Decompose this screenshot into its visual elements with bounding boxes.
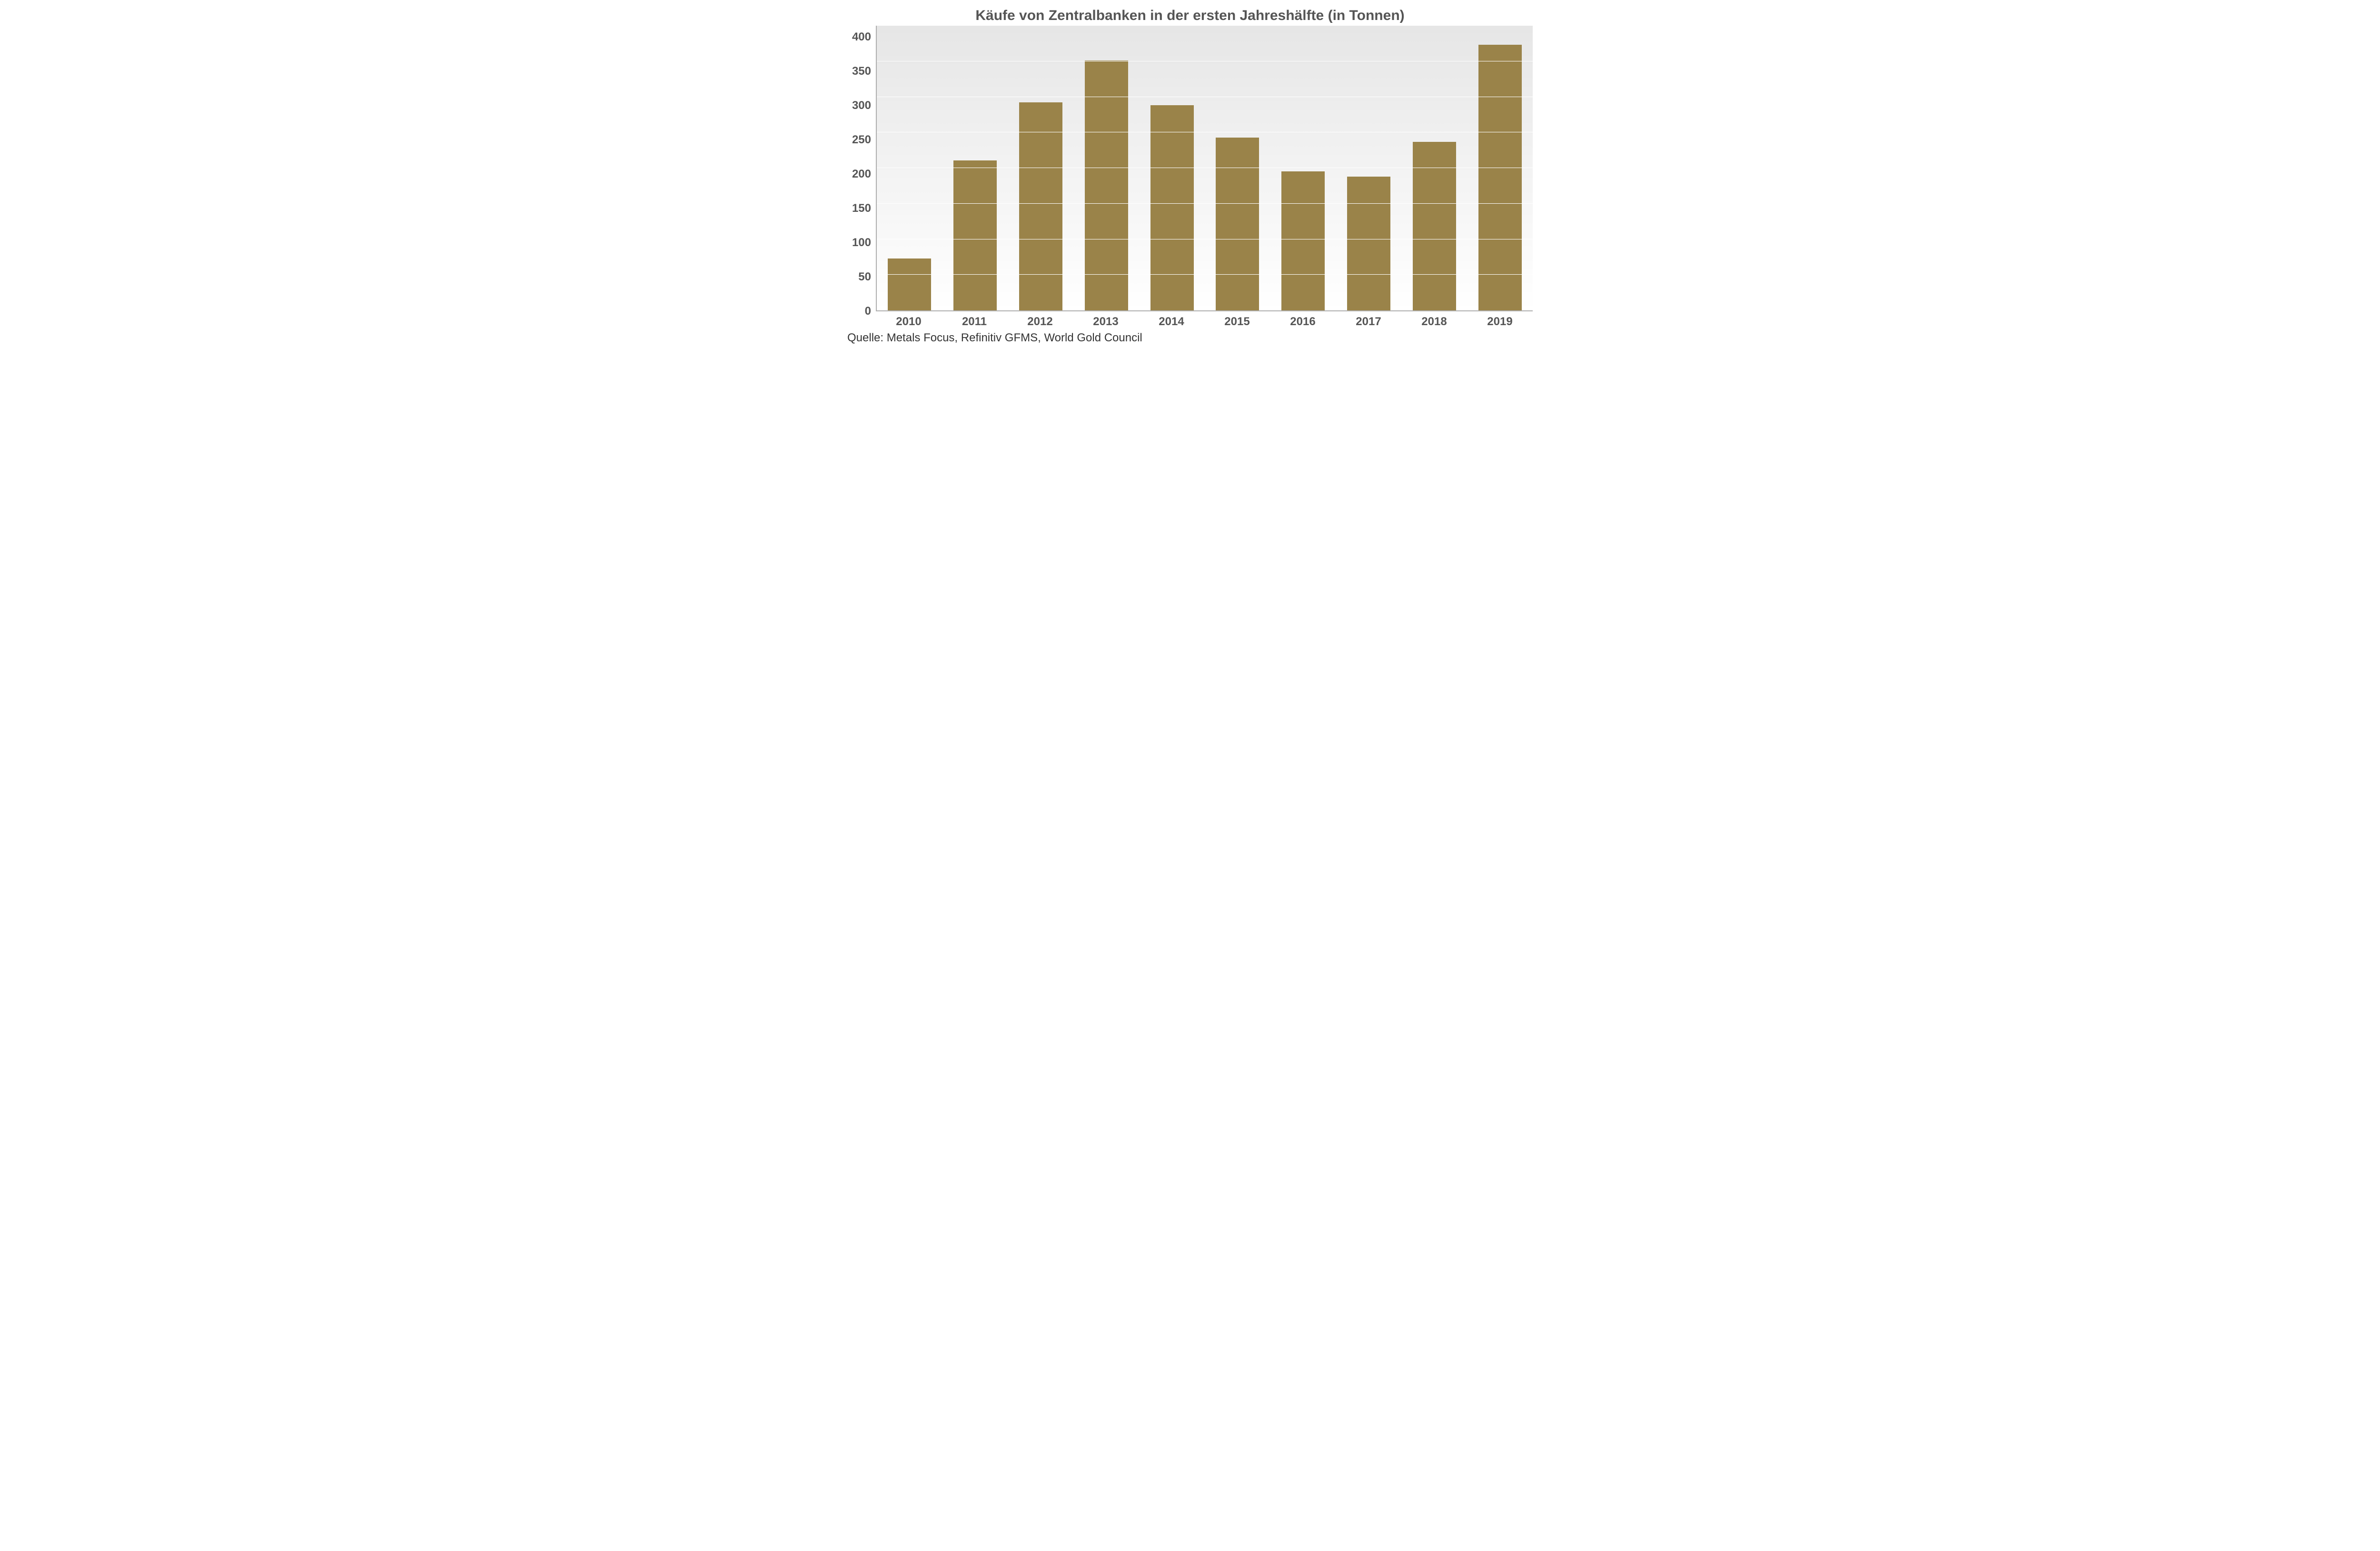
chart-title: Käufe von Zentralbanken in der ersten Ja… xyxy=(847,8,1533,24)
y-tick-label: 300 xyxy=(852,100,871,111)
y-tick-label: 50 xyxy=(858,271,871,283)
bar xyxy=(1478,45,1522,310)
x-tick-label: 2018 xyxy=(1401,311,1467,328)
bar-slot xyxy=(1073,26,1139,310)
bar-slot xyxy=(1467,26,1533,310)
x-tick-label: 2012 xyxy=(1007,311,1073,328)
bar xyxy=(1150,105,1194,310)
source-text: Quelle: Metals Focus, Refinitiv GFMS, Wo… xyxy=(847,331,1533,345)
x-tick-label: 2019 xyxy=(1467,311,1533,328)
y-tick-label: 350 xyxy=(852,66,871,77)
bar-slot xyxy=(1336,26,1402,310)
y-tick-label: 0 xyxy=(865,306,871,317)
bar xyxy=(1216,138,1259,310)
bar-slot xyxy=(1205,26,1270,310)
x-axis-row: 2010201120122013201420152016201720182019 xyxy=(847,311,1533,328)
bar xyxy=(1413,142,1456,310)
bar-slot xyxy=(877,26,942,310)
bar xyxy=(1281,171,1325,310)
bar xyxy=(1019,102,1062,310)
x-tick-label: 2010 xyxy=(876,311,942,328)
bar-slot xyxy=(1139,26,1205,310)
chart-body: 400350300250200150100500 xyxy=(847,26,1533,311)
y-tick-label: 250 xyxy=(852,134,871,146)
bar xyxy=(888,258,931,310)
bar xyxy=(953,160,997,310)
y-axis-spacer xyxy=(847,311,876,328)
chart-container: Käufe von Zentralbanken in der ersten Ja… xyxy=(838,0,1542,349)
x-tick-label: 2015 xyxy=(1204,311,1270,328)
bar xyxy=(1347,177,1390,310)
x-tick-label: 2014 xyxy=(1139,311,1204,328)
plot-area xyxy=(876,26,1533,311)
y-tick-label: 100 xyxy=(852,237,871,249)
y-tick-label: 150 xyxy=(852,203,871,214)
x-axis: 2010201120122013201420152016201720182019 xyxy=(876,311,1533,328)
y-axis: 400350300250200150100500 xyxy=(847,26,876,311)
x-tick-label: 2011 xyxy=(942,311,1007,328)
bar-slot xyxy=(1270,26,1336,310)
x-tick-label: 2016 xyxy=(1270,311,1336,328)
bar-slot xyxy=(942,26,1008,310)
y-tick-label: 400 xyxy=(852,31,871,43)
y-tick-label: 200 xyxy=(852,169,871,180)
x-tick-label: 2017 xyxy=(1336,311,1401,328)
bar-slot xyxy=(1008,26,1074,310)
bar-slot xyxy=(1401,26,1467,310)
bar xyxy=(1085,60,1128,310)
bars-row xyxy=(877,26,1533,310)
x-tick-label: 2013 xyxy=(1073,311,1139,328)
